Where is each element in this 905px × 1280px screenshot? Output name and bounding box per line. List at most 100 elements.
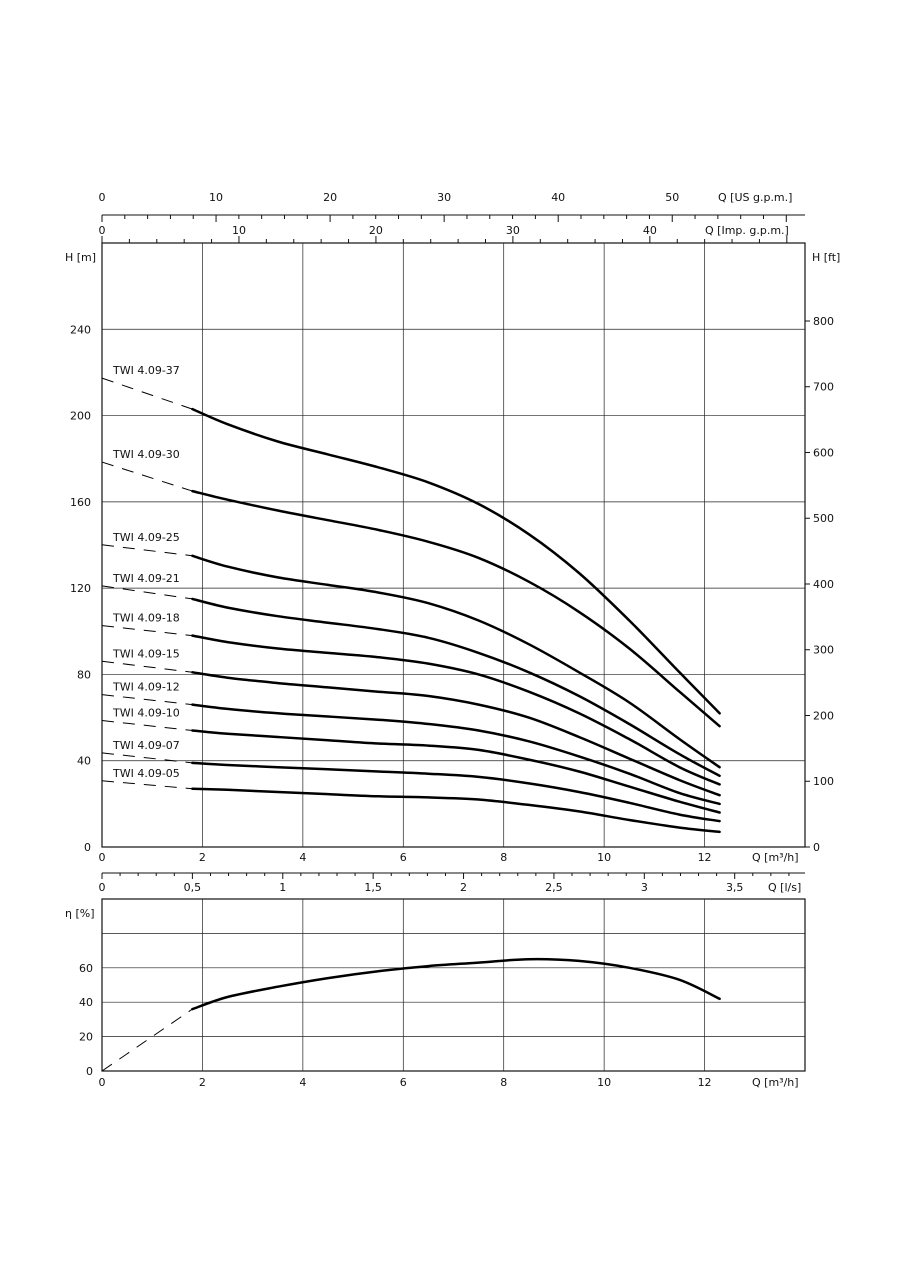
curve-extension-line: [101, 720, 193, 732]
imp-axis-tick-label: 20: [369, 224, 383, 237]
us-axis-tick-label: 0: [99, 191, 106, 204]
head-curve-twi-4.09-15: [191, 671, 721, 797]
imp-axis-tick-label: 40: [643, 224, 657, 237]
series-label: TWI 4.09-10: [112, 707, 180, 720]
top-flow-axes: 0 10 20 30 40 50 Q [US g.p.m.] 0 10 20 30 40 Q [Imp.…: [99, 191, 805, 243]
eff-x-tick-label: 6: [400, 1076, 407, 1089]
ls-axis-tick-label: 1,5: [364, 881, 382, 894]
ls-axis-tick-label: 0,5: [184, 881, 202, 894]
series-label: TWI 4.09-37: [112, 364, 180, 377]
series-label: TWI 4.09-21: [112, 572, 180, 585]
series-label: TWI 4.09-07: [112, 739, 180, 752]
x-axis-label: Q [m³/h]: [752, 851, 799, 864]
eff-y-tick-label: 60: [79, 962, 93, 975]
ls-axis-label: Q [l/s]: [768, 881, 801, 894]
curve-extension-line: [101, 585, 193, 600]
eff-y-tick-label: 40: [79, 996, 93, 1009]
us-axis-tick-label: 30: [437, 191, 451, 204]
eff-x-tick-label: 0: [99, 1076, 106, 1089]
head-gridlines: [102, 243, 805, 847]
y-tick-label-right: 400: [813, 578, 834, 591]
eff-x-tick-label: 4: [299, 1076, 306, 1089]
curve-extension-line: [101, 660, 193, 673]
series-label: TWI 4.09-18: [112, 612, 180, 625]
head-curve-twi-4.09-18: [191, 634, 721, 786]
ls-axis-tick-label: 3,5: [726, 881, 744, 894]
y-axis-label-left: H [m]: [65, 251, 96, 264]
x-tick-label: 10: [597, 851, 611, 864]
imp-axis-tick-label: 30: [506, 224, 520, 237]
head-curves: TWI 4.09-37 TWI 4.09-30 TWI 4.09-25 TWI 4.0…: [101, 364, 721, 834]
efficiency-axis-ticks: 0 2 4 6 8 10 12 0 20 40 60: [79, 962, 712, 1089]
curve-extension-line: [101, 694, 193, 706]
curve-extension-line: [101, 625, 193, 637]
ls-axis-tick-label: 3: [641, 881, 648, 894]
series-label: TWI 4.09-30: [112, 448, 180, 461]
y-tick-label-left: 80: [77, 668, 91, 681]
us-axis-tick-label: 10: [209, 191, 223, 204]
eff-x-tick-label: 2: [199, 1076, 206, 1089]
series-label: TWI 4.09-25: [112, 531, 180, 544]
ls-flow-axis: 0 0,5 1 1,5 2 2,5 3 3,5: [99, 872, 805, 894]
efficiency-extension-line: [101, 1008, 193, 1072]
head-axis-ticks: 0 2 4 6 8 10 120408012016020024001002003004005…: [70, 315, 834, 864]
efficiency-axis-label: η [%]: [65, 907, 95, 920]
efficiency-x-axis-label: Q [m³/h]: [752, 1076, 799, 1089]
imp-axis-label: Q [Imp. g.p.m.]: [705, 224, 789, 237]
x-tick-label: 0: [99, 851, 106, 864]
eff-x-tick-label: 12: [698, 1076, 712, 1089]
y-tick-label-left: 0: [84, 841, 91, 854]
eff-y-tick-label: 0: [86, 1065, 93, 1078]
head-curve-twi-4.09-25: [191, 554, 721, 769]
ls-axis-tick-label: 1: [279, 881, 286, 894]
imp-axis-tick-label: 10: [232, 224, 246, 237]
head-plot-frame: [101, 242, 806, 848]
y-tick-label-left: 240: [70, 323, 91, 336]
us-axis-tick-label: 20: [323, 191, 337, 204]
head-curve-twi-4.09-07: [191, 761, 721, 823]
ls-axis-tick-label: 2,5: [545, 881, 563, 894]
us-axis-tick-label: 40: [551, 191, 565, 204]
head-curve-twi-4.09-12: [191, 703, 721, 806]
y-tick-label-left: 200: [70, 410, 91, 423]
curve-extension-line: [101, 544, 193, 557]
curve-extension-line: [101, 752, 193, 764]
y-tick-label-right: 800: [813, 315, 834, 328]
y-tick-label-left: 160: [70, 496, 91, 509]
curve-extension-line: [101, 377, 193, 410]
y-tick-label-right: 600: [813, 446, 834, 459]
head-curve-twi-4.09-05: [191, 787, 721, 834]
eff-y-tick-label: 20: [79, 1031, 93, 1044]
x-tick-label: 8: [500, 851, 507, 864]
y-tick-label-right: 100: [813, 775, 834, 788]
us-axis-label: Q [US g.p.m.]: [718, 191, 792, 204]
efficiency-curve-group: [101, 957, 721, 1072]
curve-extension-line: [101, 780, 193, 790]
efficiency-gridlines: [102, 899, 805, 1071]
series-label: TWI 4.09-12: [112, 681, 180, 694]
head-curve-twi-4.09-30: [191, 489, 721, 728]
y-tick-label-right: 200: [813, 709, 834, 722]
curve-extension-line: [101, 461, 193, 492]
y-tick-label-left: 40: [77, 755, 91, 768]
series-label: TWI 4.09-15: [112, 647, 180, 660]
x-tick-label: 6: [400, 851, 407, 864]
head-curve-twi-4.09-21: [191, 597, 721, 778]
series-label: TWI 4.09-05: [112, 767, 180, 780]
x-tick-label: 2: [199, 851, 206, 864]
y-tick-label-right: 500: [813, 512, 834, 525]
y-tick-label-right: 0: [813, 841, 820, 854]
ls-axis-tick-label: 2: [460, 881, 467, 894]
head-curve-twi-4.09-37: [191, 407, 721, 715]
y-tick-label-left: 120: [70, 582, 91, 595]
eff-x-tick-label: 8: [500, 1076, 507, 1089]
head-curve-twi-4.09-10: [191, 729, 721, 814]
x-tick-label: 4: [299, 851, 306, 864]
eff-x-tick-label: 10: [597, 1076, 611, 1089]
efficiency-curve: [191, 957, 721, 1011]
x-tick-label: 12: [698, 851, 712, 864]
y-axis-label-right: H [ft]: [812, 251, 840, 264]
y-tick-label-right: 700: [813, 381, 834, 394]
efficiency-plot-frame: [101, 898, 806, 1072]
y-tick-label-right: 300: [813, 644, 834, 657]
